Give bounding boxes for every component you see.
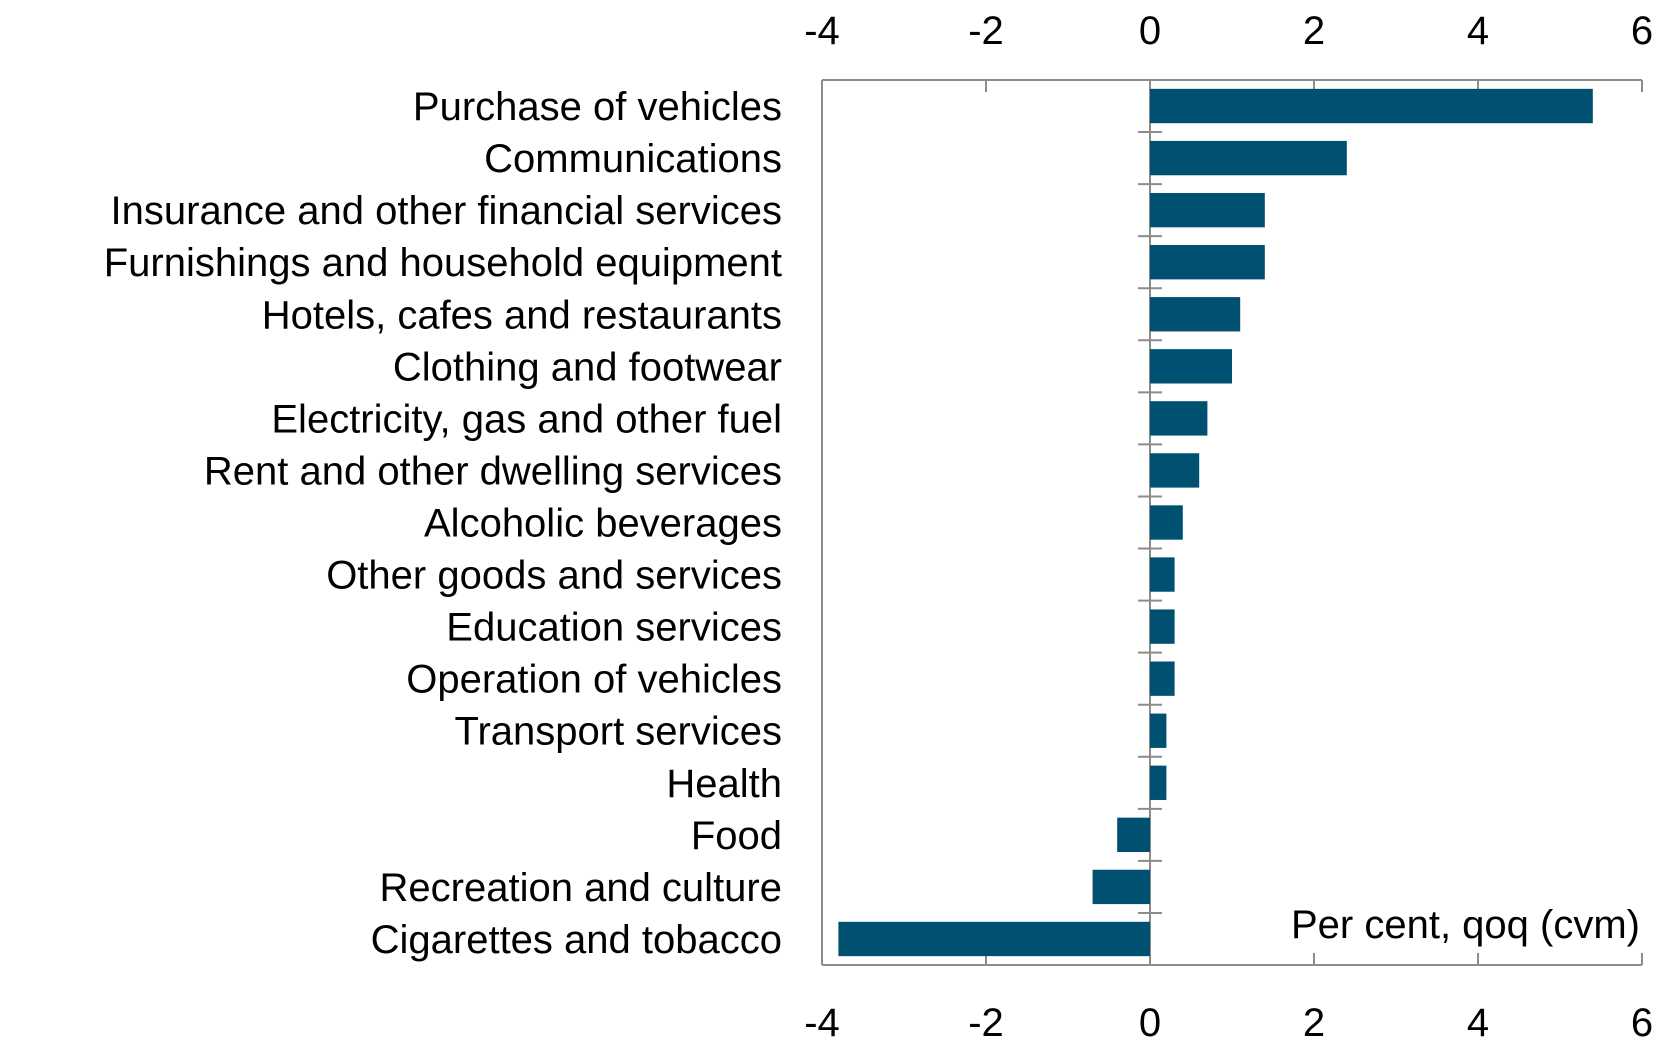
bottom-tick-label: -2 (968, 1001, 1004, 1042)
category-label: Hotels, cafes and restaurants (262, 293, 782, 337)
category-label: Rent and other dwelling services (204, 449, 782, 493)
top-tick-label: 4 (1467, 9, 1489, 53)
bar (1150, 505, 1183, 540)
category-label: Transport services (455, 710, 783, 754)
bar (1150, 765, 1167, 800)
bar (1150, 661, 1175, 696)
bar (1150, 557, 1175, 592)
top-tick-label: -2 (968, 9, 1004, 53)
bar (1150, 245, 1265, 280)
category-label: Communications (484, 137, 782, 181)
category-label: Operation of vehicles (406, 658, 782, 702)
category-label: Cigarettes and tobacco (371, 918, 782, 962)
bars (838, 88, 1593, 957)
top-axis-ticks: -4 -2 0 2 4 6 (804, 9, 1653, 92)
bar (1150, 609, 1175, 644)
top-tick-label: 2 (1303, 9, 1325, 53)
category-label: Insurance and other financial services (111, 189, 782, 233)
category-label: Other goods and services (326, 554, 782, 598)
bottom-tick-label: 4 (1467, 1001, 1489, 1042)
category-label: Alcoholic beverages (424, 502, 782, 546)
bar (1092, 869, 1150, 905)
bottom-axis-ticks: -4 -2 0 2 4 6 (804, 953, 1653, 1042)
bar (1117, 817, 1150, 853)
bar (1150, 192, 1265, 228)
category-label: Education services (446, 606, 782, 650)
category-labels: Purchase of vehicles Communications Insura… (104, 85, 782, 962)
bar (1150, 453, 1200, 488)
bar (1150, 713, 1167, 748)
bar (1150, 297, 1241, 332)
category-label: Electricity, gas and other fuel (271, 397, 782, 441)
category-label: Clothing and footwear (393, 345, 782, 389)
category-label: Recreation and culture (380, 866, 782, 910)
top-tick-label: 6 (1631, 9, 1653, 53)
category-label: Purchase of vehicles (413, 85, 782, 129)
unit-annotation: Per cent, qoq (cvm) (1291, 903, 1640, 947)
category-label: Furnishings and household equipment (104, 241, 782, 285)
bottom-tick-label: -4 (804, 1001, 840, 1042)
bar (838, 921, 1150, 957)
bottom-tick-label: 0 (1139, 1001, 1161, 1042)
bottom-tick-label: 2 (1303, 1001, 1325, 1042)
top-tick-label: -4 (804, 9, 840, 53)
bar (1150, 140, 1347, 176)
category-label: Health (666, 762, 782, 806)
top-tick-label: 0 (1139, 9, 1161, 53)
bar (1150, 88, 1593, 124)
plot-frame (821, 79, 1642, 966)
category-label: Food (691, 814, 782, 858)
bar (1150, 349, 1232, 384)
bottom-tick-label: 6 (1631, 1001, 1653, 1042)
bar (1150, 401, 1208, 436)
